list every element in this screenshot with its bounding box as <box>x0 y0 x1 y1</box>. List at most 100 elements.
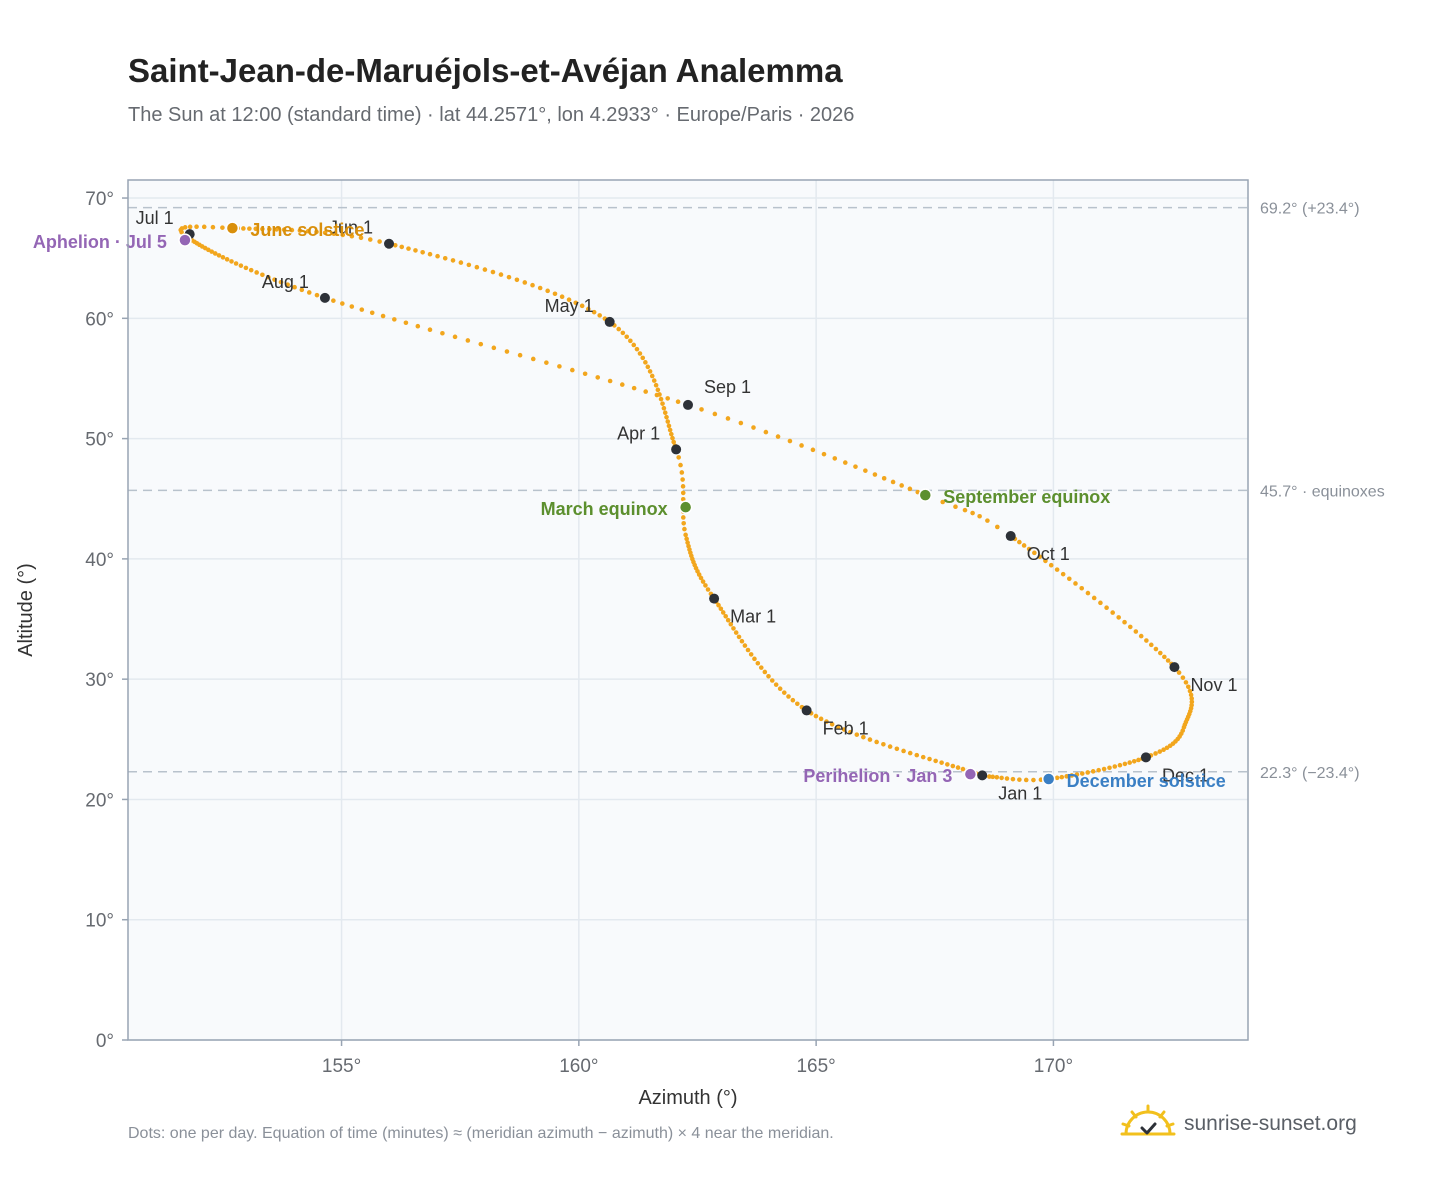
day-dot <box>267 226 272 232</box>
day-dot <box>1148 642 1154 648</box>
day-dot <box>745 647 751 653</box>
day-dot <box>465 338 471 343</box>
day-dot <box>907 750 913 756</box>
event-marker <box>178 233 192 247</box>
day-dot <box>680 496 686 502</box>
day-dot <box>238 263 244 268</box>
day-dot <box>399 244 405 250</box>
day-dot <box>781 690 787 695</box>
day-dot <box>977 513 982 519</box>
day-dot <box>1131 758 1137 764</box>
day-dot <box>1112 764 1118 769</box>
day-dot <box>579 303 585 309</box>
day-dot <box>1073 581 1078 586</box>
day-dot <box>1037 554 1043 560</box>
day-dot <box>703 583 708 588</box>
day-dot <box>1043 558 1048 564</box>
day-dot <box>914 752 920 758</box>
day-dot <box>669 431 674 437</box>
day-dot <box>716 602 721 608</box>
month-marker <box>683 399 693 410</box>
month-label: Aug 1 <box>262 272 309 292</box>
event-label: Aphelion · Jul 5 <box>33 232 167 252</box>
y-tick-label: 0° <box>96 1031 114 1052</box>
day-dot <box>987 774 992 779</box>
day-dot <box>733 630 739 635</box>
day-dot <box>1157 650 1163 656</box>
day-dot <box>544 360 549 365</box>
day-dot <box>832 456 838 461</box>
day-dot <box>720 610 726 615</box>
day-dot <box>1104 605 1109 610</box>
day-dot <box>278 279 284 285</box>
day-dot <box>640 355 646 361</box>
day-dot <box>1122 761 1128 767</box>
day-dot <box>676 455 681 460</box>
day-dot <box>680 484 686 489</box>
y-tick-label: 70° <box>85 189 114 210</box>
day-dot <box>435 253 440 259</box>
day-dot <box>818 716 824 722</box>
day-dot <box>380 313 386 319</box>
day-dot <box>1032 550 1037 556</box>
day-dot <box>665 419 671 424</box>
month-marker <box>801 705 812 716</box>
day-dot <box>1098 600 1103 606</box>
day-dot <box>835 724 841 730</box>
day-dot <box>731 626 736 631</box>
day-dot <box>522 280 528 285</box>
footnote: Dots: one per day. Equation of time (min… <box>128 1125 834 1142</box>
day-dot <box>545 288 550 294</box>
month-marker <box>671 444 682 455</box>
day-dot <box>775 434 781 439</box>
day-dot <box>220 225 225 230</box>
day-dot <box>292 284 297 290</box>
day-dot <box>1010 776 1016 782</box>
day-dot <box>739 638 745 644</box>
day-dot <box>874 739 879 745</box>
day-dot <box>682 526 687 532</box>
day-dot <box>514 277 520 283</box>
day-dot <box>637 351 643 356</box>
day-dot <box>679 470 685 475</box>
day-dot <box>680 490 686 496</box>
month-label: Apr 1 <box>617 423 660 443</box>
day-dot <box>559 294 565 300</box>
day-dot <box>872 472 878 477</box>
day-dot <box>660 401 665 406</box>
day-dot <box>243 265 249 271</box>
day-dot <box>664 414 669 420</box>
day-dot <box>762 669 768 675</box>
month-marker <box>977 770 988 781</box>
day-dot <box>723 613 728 619</box>
brand[interactable]: sunrise-sunset.org <box>1120 1104 1357 1144</box>
day-dot <box>670 435 675 441</box>
day-dot <box>586 306 591 312</box>
day-dot <box>990 774 996 780</box>
day-dot <box>678 462 683 468</box>
month-label: Oct 1 <box>1027 544 1070 564</box>
day-dot <box>1176 670 1182 675</box>
day-dot <box>1189 696 1195 701</box>
day-dot <box>530 356 536 362</box>
x-tick-label: 160° <box>559 1056 598 1077</box>
day-dot <box>933 758 938 764</box>
day-dot <box>349 304 355 309</box>
day-dot <box>570 367 575 373</box>
day-dot <box>212 251 218 256</box>
day-dot <box>1096 767 1101 773</box>
day-dot <box>233 261 239 266</box>
day-dot <box>655 387 661 393</box>
day-dot <box>201 224 207 230</box>
day-dot <box>1165 658 1171 663</box>
month-label: Nov 1 <box>1190 675 1237 695</box>
day-dot <box>887 744 893 749</box>
day-dot <box>848 729 853 735</box>
day-dot <box>498 272 504 277</box>
day-dot <box>1085 770 1091 775</box>
day-dot <box>1101 766 1107 772</box>
day-dot <box>420 249 425 255</box>
day-dot <box>619 382 625 387</box>
day-dot <box>1031 777 1036 783</box>
day-dot <box>653 382 659 388</box>
